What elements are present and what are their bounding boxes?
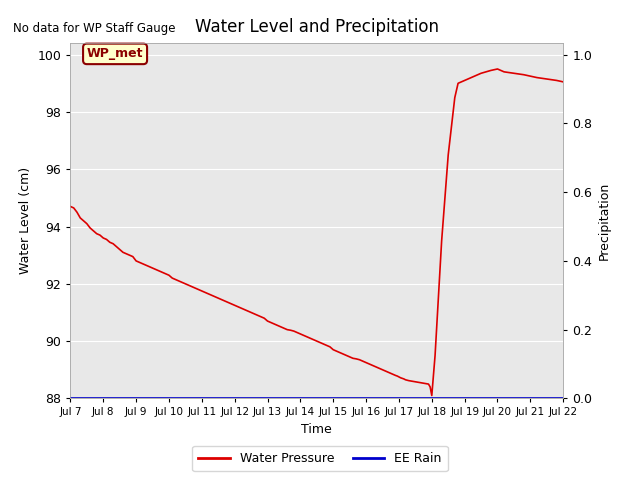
Y-axis label: Water Level (cm): Water Level (cm) — [19, 167, 32, 275]
Text: No data for WP Staff Gauge: No data for WP Staff Gauge — [13, 22, 175, 35]
Legend: Water Pressure, EE Rain: Water Pressure, EE Rain — [192, 446, 448, 471]
Text: WP_met: WP_met — [87, 48, 143, 60]
Y-axis label: Precipitation: Precipitation — [598, 181, 611, 260]
X-axis label: Time: Time — [301, 423, 332, 436]
Title: Water Level and Precipitation: Water Level and Precipitation — [195, 18, 439, 36]
